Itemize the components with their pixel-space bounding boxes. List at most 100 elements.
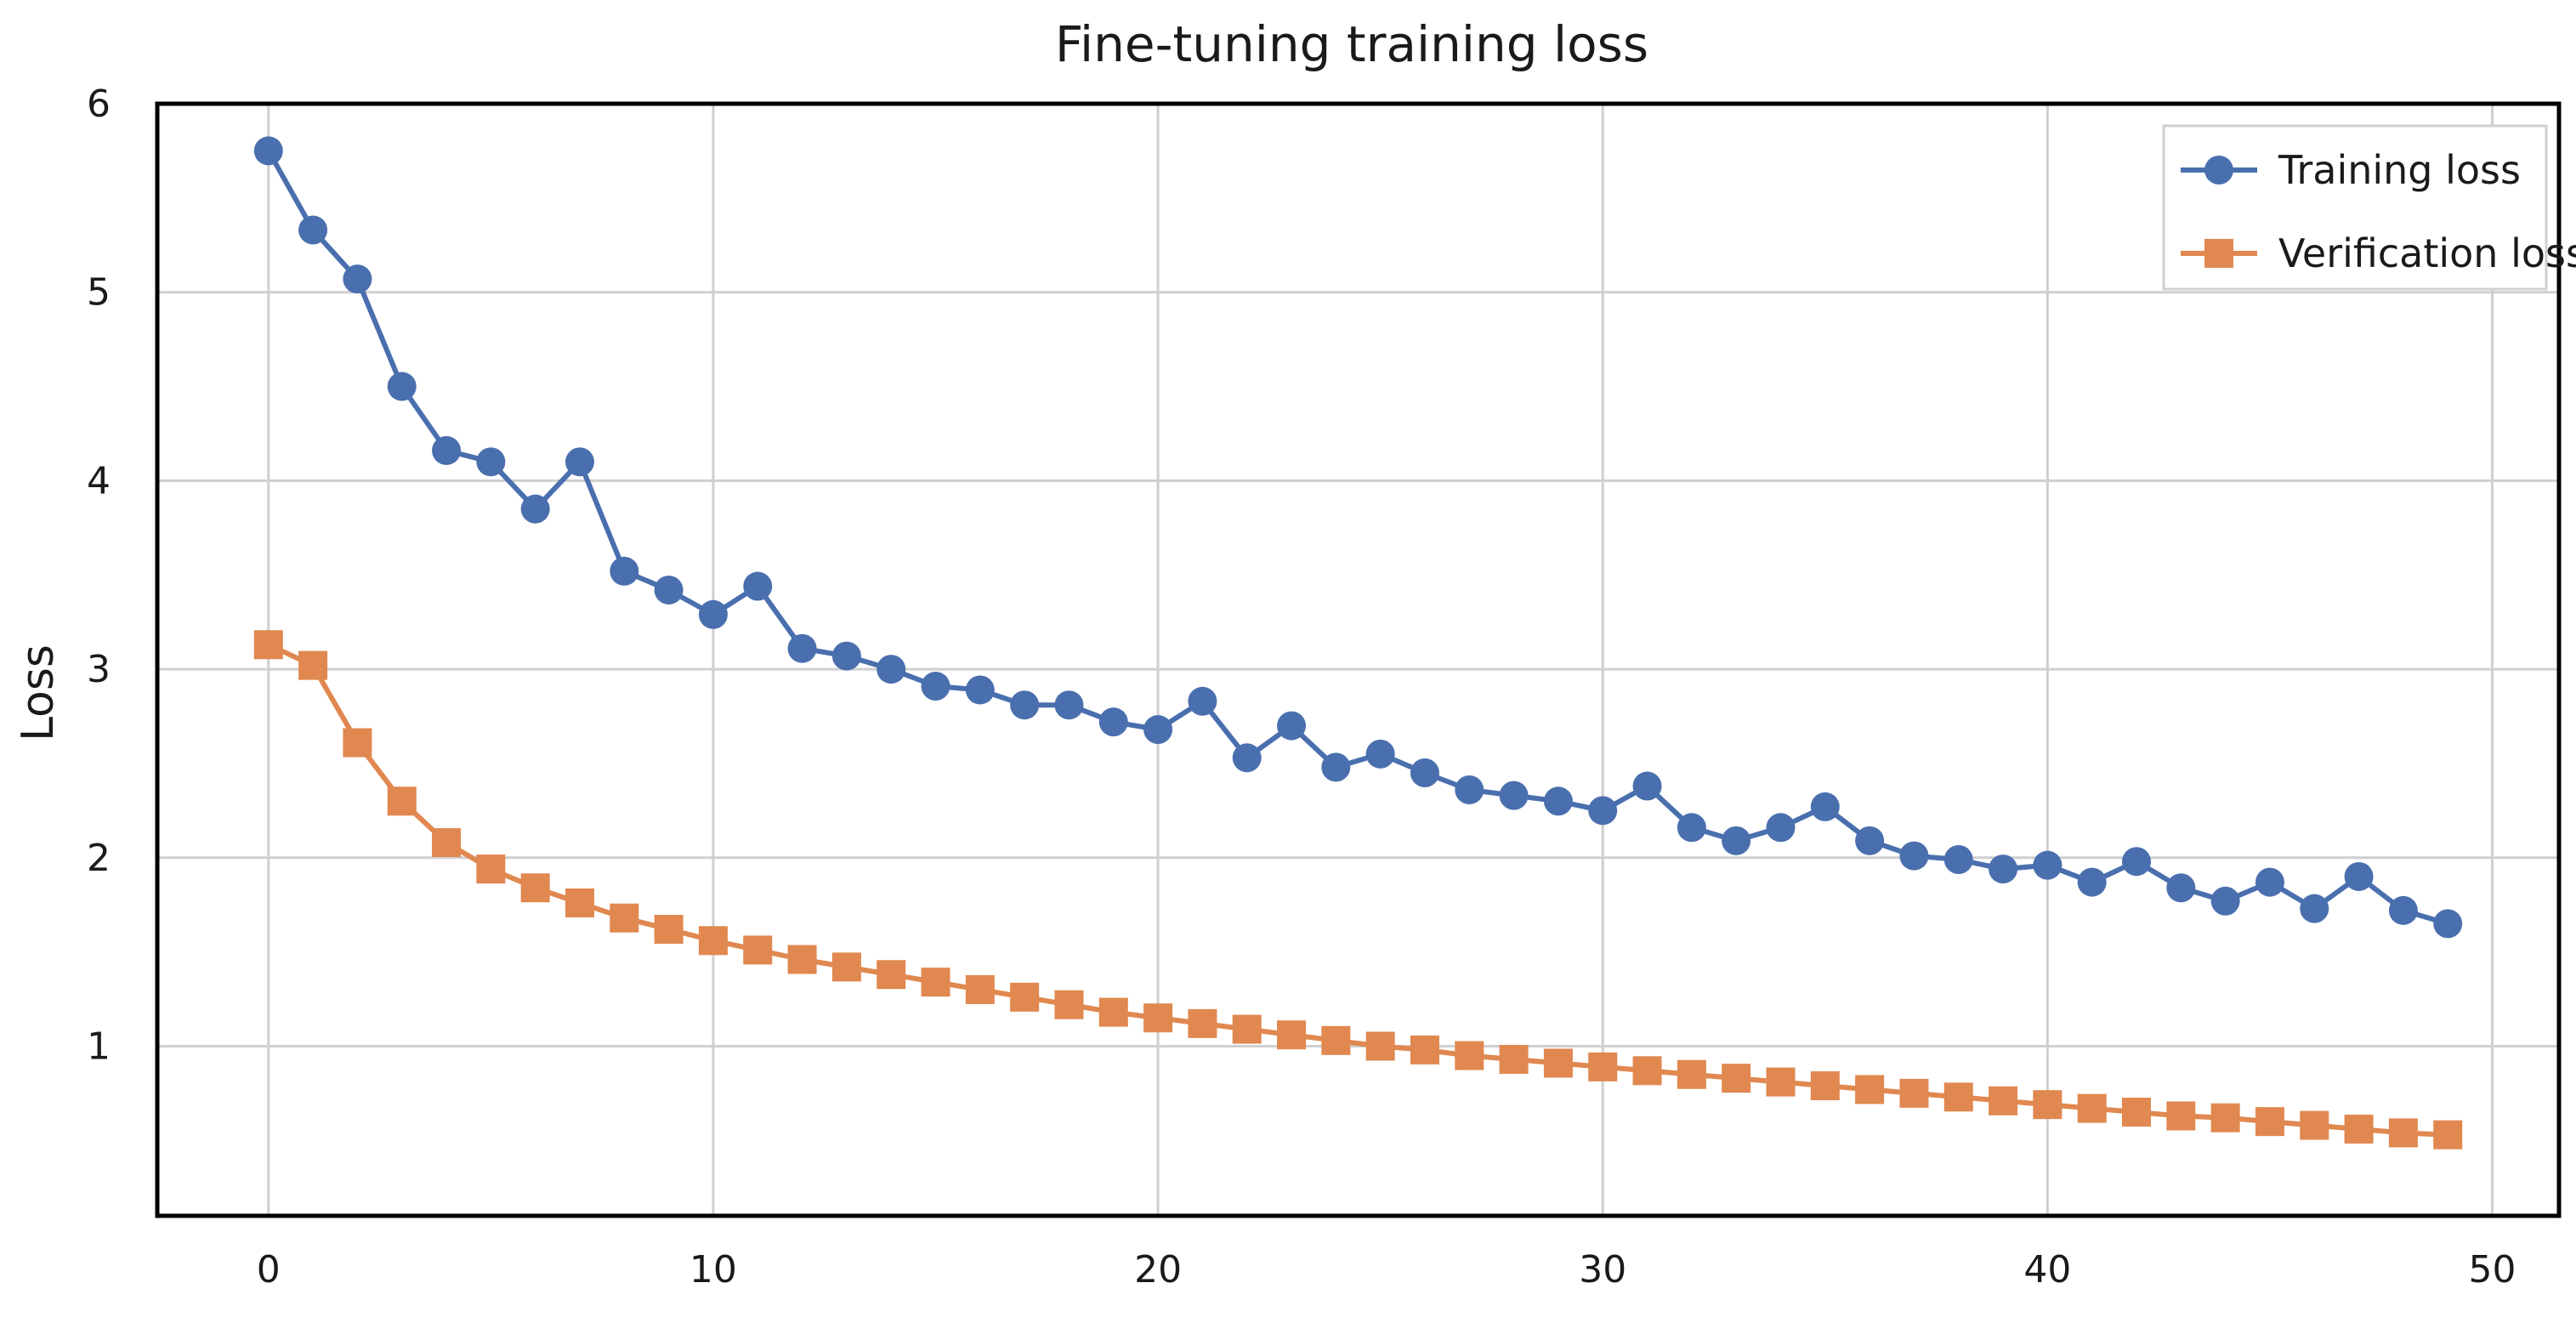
- series-training-loss: [253, 136, 2463, 939]
- legend-label: Verification loss: [2278, 230, 2576, 276]
- data-point: [1588, 1052, 1618, 1081]
- data-point: [2122, 1098, 2152, 1127]
- series-layer: [253, 136, 2463, 1150]
- data-point: [877, 960, 906, 990]
- data-point: [1632, 771, 1662, 801]
- series-verification-loss: [253, 630, 2463, 1150]
- data-point: [432, 435, 462, 465]
- data-point: [1054, 690, 1084, 720]
- data-point: [432, 828, 462, 858]
- data-point: [1989, 1086, 2018, 1115]
- data-point: [1232, 1014, 1262, 1044]
- data-point: [565, 447, 594, 477]
- data-point: [476, 447, 506, 477]
- data-point: [1143, 715, 1173, 745]
- legend-entry: Training loss: [2181, 147, 2521, 193]
- data-point: [1899, 1078, 1929, 1108]
- x-tick-label: 40: [2023, 1248, 2071, 1291]
- data-point: [2300, 1110, 2329, 1140]
- data-point: [1855, 826, 1885, 855]
- data-point: [921, 672, 950, 701]
- data-point: [610, 903, 639, 933]
- data-point: [387, 372, 417, 401]
- y-tick-label: 5: [87, 271, 111, 315]
- data-point: [2388, 895, 2418, 925]
- legend-marker: [2204, 156, 2233, 184]
- data-point: [1143, 1003, 1173, 1033]
- data-point: [787, 945, 817, 974]
- data-point: [965, 675, 995, 705]
- data-point: [2033, 1090, 2063, 1120]
- data-point: [1810, 1071, 1840, 1101]
- data-point: [2255, 867, 2284, 897]
- x-tick-label: 0: [257, 1248, 281, 1291]
- data-point: [610, 556, 639, 586]
- data-point: [2122, 847, 2152, 877]
- data-point: [1188, 686, 1217, 716]
- data-point: [1855, 1075, 1885, 1104]
- data-point: [2210, 886, 2240, 916]
- data-point: [1632, 1056, 1662, 1086]
- y-tick-label: 6: [87, 82, 111, 126]
- data-point: [1677, 1059, 1706, 1089]
- y-tick-label: 4: [87, 459, 111, 502]
- data-point: [2255, 1107, 2284, 1137]
- data-point: [1098, 707, 1128, 737]
- data-point: [2433, 909, 2463, 939]
- data-point: [1943, 844, 1973, 874]
- data-point: [1321, 752, 1351, 782]
- data-point: [1722, 826, 1751, 855]
- y-tick-label: 3: [87, 648, 111, 691]
- data-point: [387, 786, 417, 816]
- data-point: [831, 952, 861, 982]
- data-point: [654, 915, 684, 945]
- legend: Training loss Verification loss: [2162, 124, 2576, 291]
- data-point: [1321, 1025, 1351, 1055]
- data-point: [1810, 792, 1840, 821]
- data-point: [1766, 1067, 1796, 1097]
- data-point: [2344, 1115, 2374, 1144]
- data-point: [2433, 1120, 2463, 1150]
- data-point: [2077, 867, 2107, 897]
- data-point: [1232, 743, 1262, 773]
- data-point: [1943, 1082, 1973, 1112]
- data-point: [1410, 1035, 1439, 1064]
- data-point: [1410, 758, 1439, 788]
- data-point: [1010, 982, 1040, 1012]
- data-point: [1677, 813, 1706, 843]
- data-point: [2077, 1093, 2107, 1123]
- x-tick-label: 50: [2469, 1248, 2516, 1291]
- data-point: [2166, 873, 2196, 903]
- data-point: [1010, 690, 1040, 720]
- y-tick-label: 1: [87, 1025, 111, 1068]
- data-point: [1543, 786, 1573, 816]
- data-point: [1365, 1031, 1395, 1061]
- data-point: [1499, 1044, 1529, 1074]
- data-point: [743, 571, 773, 601]
- data-point: [2388, 1118, 2418, 1148]
- y-axis-label: Loss: [13, 644, 64, 741]
- data-point: [520, 873, 550, 903]
- data-point: [1499, 781, 1529, 810]
- data-point: [1365, 739, 1395, 769]
- data-point: [1543, 1048, 1573, 1078]
- data-point: [1722, 1064, 1751, 1093]
- axes-frame: [155, 101, 2562, 1218]
- data-point: [343, 728, 372, 758]
- data-point: [298, 215, 328, 245]
- chart-title: Fine-tuning training loss: [1055, 15, 1648, 73]
- data-point: [1054, 990, 1084, 1019]
- data-point: [1277, 711, 1307, 741]
- data-point: [2033, 850, 2063, 880]
- data-point: [253, 136, 283, 166]
- y-tick-label: 2: [87, 837, 111, 880]
- data-point: [253, 630, 283, 660]
- x-tick-label: 30: [1579, 1248, 1626, 1291]
- data-point: [921, 968, 950, 997]
- data-point: [1766, 813, 1796, 843]
- data-point: [698, 599, 728, 629]
- tick-labels: 0 10 20 30 40 50 1 2 3 4 5 6: [87, 82, 2516, 1291]
- data-point: [2210, 1103, 2240, 1133]
